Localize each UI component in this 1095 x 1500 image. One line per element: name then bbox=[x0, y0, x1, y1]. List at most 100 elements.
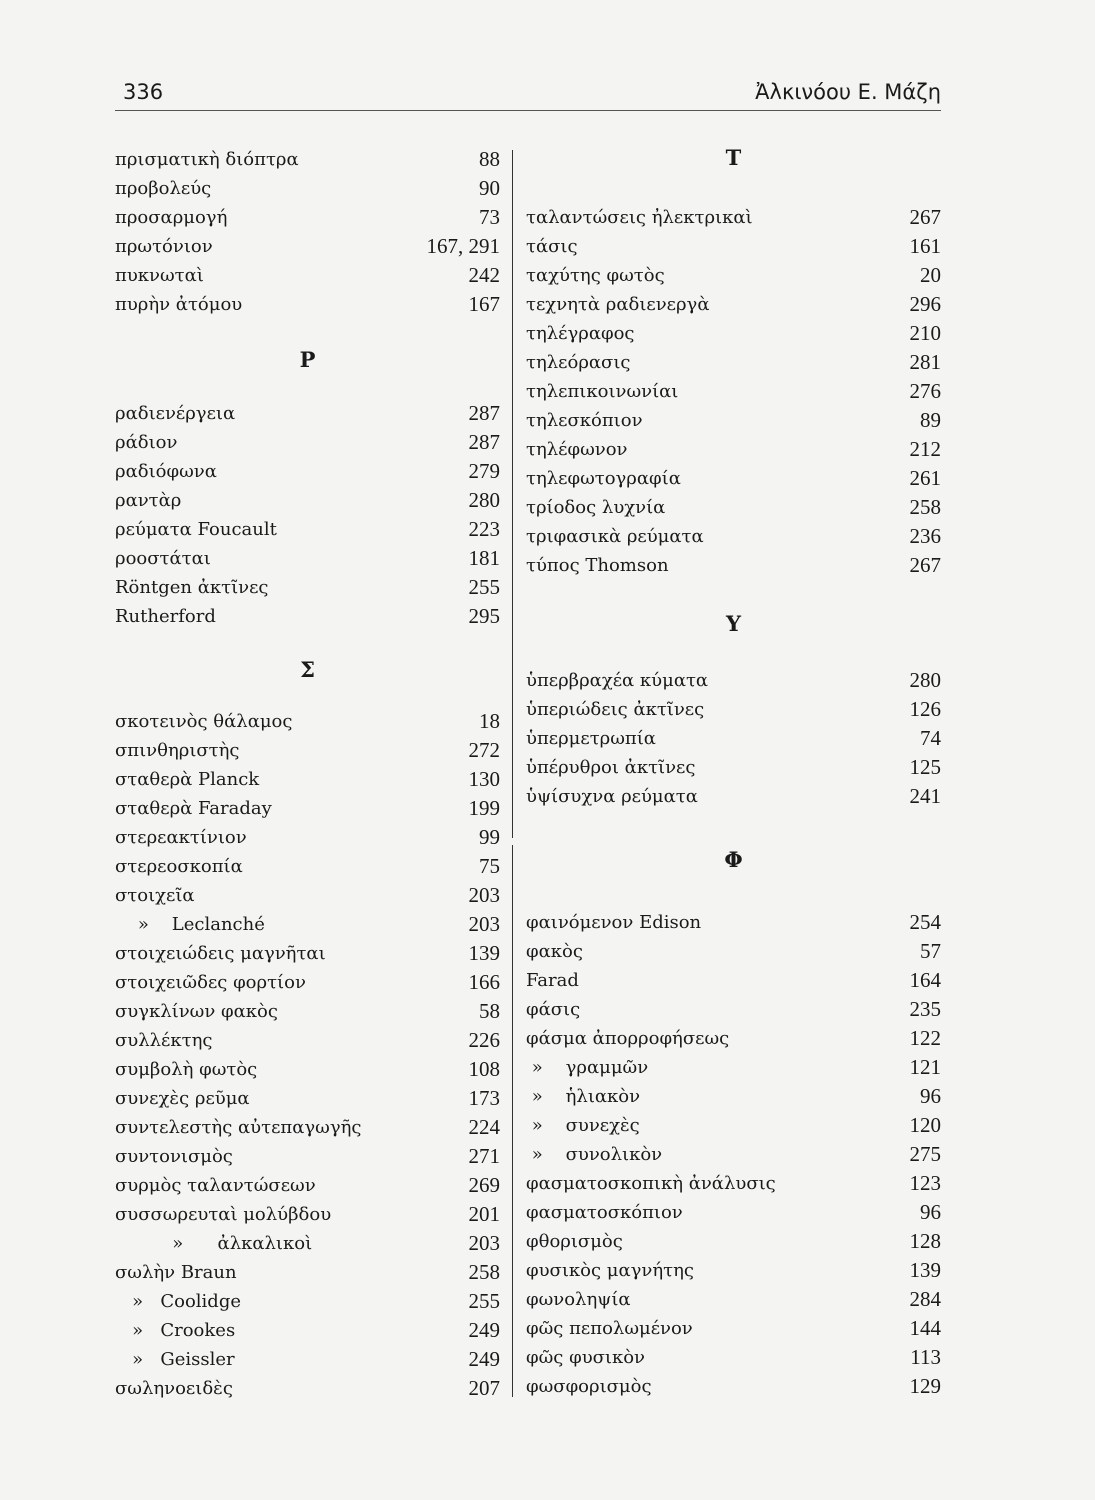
entry-term: ταχύτης φωτὸς bbox=[526, 265, 665, 286]
index-entry: Rutherford 295 bbox=[115, 602, 500, 631]
entry-term: συντελεστὴς αὐτεπαγωγῆς bbox=[115, 1117, 362, 1138]
entry-page: 199 bbox=[468, 796, 501, 820]
index-entry: ὑπερβραχέα κύματα 280 bbox=[526, 666, 941, 695]
index-entry: σωλὴν Braun 258 bbox=[115, 1258, 500, 1287]
entry-term: φῶς φυσικὸν bbox=[526, 1347, 646, 1368]
entry-term: τρίοδος λυχνία bbox=[526, 497, 666, 518]
index-entry: ὑψίσυχνα ρεύματα 241 bbox=[526, 782, 941, 811]
index-entry: σωληνοειδὲς 207 bbox=[115, 1374, 500, 1403]
entry-term: » συνεχὲς bbox=[526, 1115, 640, 1136]
entry-page: 258 bbox=[468, 1260, 501, 1284]
entry-term: συσσωρευταὶ μολύβδου bbox=[115, 1204, 332, 1225]
index-entry: στερεακτίνιον 99 bbox=[115, 823, 500, 852]
index-entry: » συνολικὸν 275 bbox=[526, 1140, 941, 1169]
entry-page: 113 bbox=[910, 1345, 941, 1369]
entry-page: 122 bbox=[909, 1026, 942, 1050]
entry-page: 166 bbox=[468, 970, 501, 994]
entry-page: 20 bbox=[920, 263, 941, 287]
entry-page: 126 bbox=[909, 697, 942, 721]
entry-term: ὑψίσυχνα ρεύματα bbox=[526, 786, 698, 807]
entry-term: πυκνωταὶ bbox=[115, 265, 204, 286]
entry-term: σωλὴν Braun bbox=[115, 1262, 237, 1283]
index-entry: τηλέγραφος 210 bbox=[526, 319, 941, 348]
index-entry: ὑπερμετρωπία 74 bbox=[526, 724, 941, 753]
entry-page: 96 bbox=[920, 1084, 941, 1108]
page-number: 336 bbox=[123, 80, 164, 104]
entry-page: 272 bbox=[468, 738, 501, 762]
index-entry: συμβολὴ φωτὸς 108 bbox=[115, 1055, 500, 1084]
index-entry: τριφασικὰ ρεύματα 236 bbox=[526, 522, 941, 551]
index-entry: φυσικὸς μαγνήτης 139 bbox=[526, 1256, 941, 1285]
entry-term: ραδιενέργεια bbox=[115, 403, 236, 424]
index-entry: προσαρμογή 73 bbox=[115, 203, 500, 232]
entry-term: » Crookes bbox=[115, 1320, 236, 1341]
entry-term: φάσμα ἀπορροφήσεως bbox=[526, 1028, 730, 1049]
entry-page: 280 bbox=[468, 488, 501, 512]
index-entry: συρμὸς ταλαντώσεων 269 bbox=[115, 1171, 500, 1200]
entry-page: 269 bbox=[468, 1173, 501, 1197]
entry-page: 267 bbox=[909, 205, 942, 229]
entry-page: 255 bbox=[468, 1289, 501, 1313]
entry-term: Röntgen ἀκτῖνες bbox=[115, 577, 269, 598]
entry-page: 224 bbox=[468, 1115, 501, 1139]
index-entry: σπινθηριστὴς 272 bbox=[115, 736, 500, 765]
entry-page: 128 bbox=[909, 1229, 942, 1253]
entry-page: 203 bbox=[468, 883, 501, 907]
index-entry: φακὸς 57 bbox=[526, 937, 941, 966]
index-entry: πρωτόνιον 167, 291 bbox=[115, 232, 500, 261]
entry-term: πρωτόνιον bbox=[115, 236, 213, 257]
entry-term: πρισματικὴ διόπτρα bbox=[115, 149, 299, 170]
index-entry: φωνοληψία 284 bbox=[526, 1285, 941, 1314]
entry-page: 167 bbox=[468, 292, 501, 316]
entry-page: 261 bbox=[909, 466, 942, 490]
entry-page: 75 bbox=[479, 854, 500, 878]
index-entry: » ἡλιακὸν 96 bbox=[526, 1082, 941, 1111]
entry-page: 73 bbox=[479, 205, 500, 229]
column-divider bbox=[512, 845, 513, 1397]
entry-page: 287 bbox=[468, 401, 501, 425]
index-entry: πρισματικὴ διόπτρα 88 bbox=[115, 145, 500, 174]
entry-term: σκοτεινὸς θάλαμος bbox=[115, 711, 293, 732]
entry-page: 226 bbox=[468, 1028, 501, 1052]
entry-term: ὑπεριώδεις ἀκτῖνες bbox=[526, 699, 705, 720]
entry-term: » Leclanché bbox=[115, 914, 265, 935]
entry-term: στοιχεῖα bbox=[115, 885, 195, 906]
index-entry: » Coolidge 255 bbox=[115, 1287, 500, 1316]
entry-term: τηλέφωνον bbox=[526, 439, 628, 460]
entry-page: 201 bbox=[468, 1202, 501, 1226]
entry-page: 258 bbox=[909, 495, 942, 519]
index-entry: συντονισμὸς 271 bbox=[115, 1142, 500, 1171]
index-entry: τηλεπικοινωνίαι 276 bbox=[526, 377, 941, 406]
entry-page: 254 bbox=[909, 910, 942, 934]
entry-page: 58 bbox=[479, 999, 500, 1023]
index-entry: » Leclanché 203 bbox=[115, 910, 500, 939]
index-entry: συνεχὲς ρεῦμα 173 bbox=[115, 1084, 500, 1113]
index-entry: ταχύτης φωτὸς 20 bbox=[526, 261, 941, 290]
entry-term: τηλεφωτογραφία bbox=[526, 468, 681, 489]
entry-page: 18 bbox=[479, 709, 500, 733]
entry-term: τηλεπικοινωνίαι bbox=[526, 381, 679, 402]
index-entry: σταθερὰ Faraday 199 bbox=[115, 794, 500, 823]
entry-term: ρεύματα Foucault bbox=[115, 519, 277, 540]
entry-page: 57 bbox=[920, 939, 941, 963]
index-entry: τάσις 161 bbox=[526, 232, 941, 261]
entry-term: τηλεόρασις bbox=[526, 352, 631, 373]
index-entry: ραδιενέργεια 287 bbox=[115, 399, 500, 428]
entry-term: τάσις bbox=[526, 236, 578, 257]
index-entry: τηλεσκόπιον 89 bbox=[526, 406, 941, 435]
entry-page: 249 bbox=[468, 1347, 501, 1371]
entry-term: στερεακτίνιον bbox=[115, 827, 247, 848]
entry-page: 129 bbox=[909, 1374, 942, 1398]
entry-term: τεχνητὰ ραδιενεργὰ bbox=[526, 294, 710, 315]
entry-page: 280 bbox=[909, 668, 942, 692]
entry-page: 181 bbox=[468, 546, 501, 570]
index-entry: φωσφορισμὸς 129 bbox=[526, 1372, 941, 1401]
entry-page: 89 bbox=[920, 408, 941, 432]
entry-term: ράδιον bbox=[115, 432, 178, 453]
index-entry: » συνεχὲς 120 bbox=[526, 1111, 941, 1140]
running-title: Ἀλκινόου Ε. Μάζη bbox=[755, 80, 941, 104]
entry-page: 242 bbox=[468, 263, 501, 287]
entry-page: 296 bbox=[909, 292, 942, 316]
section-heading: Υ bbox=[726, 610, 741, 636]
entry-page: 88 bbox=[479, 147, 500, 171]
